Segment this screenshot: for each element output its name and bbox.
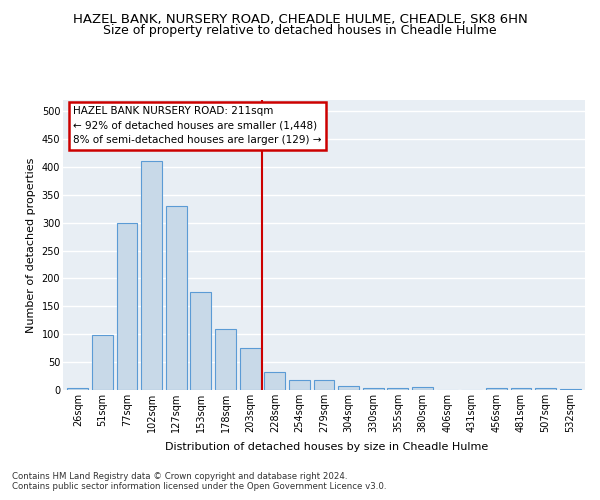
Bar [264,372,285,390]
Text: Contains HM Land Registry data © Crown copyright and database right 2024.: Contains HM Land Registry data © Crown c… [12,472,347,481]
Bar [67,388,88,390]
Bar [116,222,137,390]
Bar [215,328,236,390]
Bar [363,388,384,390]
Text: Distribution of detached houses by size in Cheadle Hulme: Distribution of detached houses by size … [166,442,488,452]
Text: Contains public sector information licensed under the Open Government Licence v3: Contains public sector information licen… [12,482,386,491]
Bar [166,206,187,390]
Text: HAZEL BANK, NURSERY ROAD, CHEADLE HULME, CHEADLE, SK8 6HN: HAZEL BANK, NURSERY ROAD, CHEADLE HULME,… [73,12,527,26]
Bar [486,388,507,390]
Bar [141,162,162,390]
Text: Size of property relative to detached houses in Cheadle Hulme: Size of property relative to detached ho… [103,24,497,37]
Bar [314,380,334,390]
Bar [190,292,211,390]
Bar [412,387,433,390]
Bar [388,388,409,390]
Bar [511,388,532,390]
Bar [338,386,359,390]
Bar [560,389,581,390]
Text: HAZEL BANK NURSERY ROAD: 211sqm
← 92% of detached houses are smaller (1,448)
8% : HAZEL BANK NURSERY ROAD: 211sqm ← 92% of… [73,106,322,146]
Y-axis label: Number of detached properties: Number of detached properties [26,158,36,332]
Bar [92,335,113,390]
Bar [239,348,260,390]
Bar [535,388,556,390]
Bar [289,380,310,390]
